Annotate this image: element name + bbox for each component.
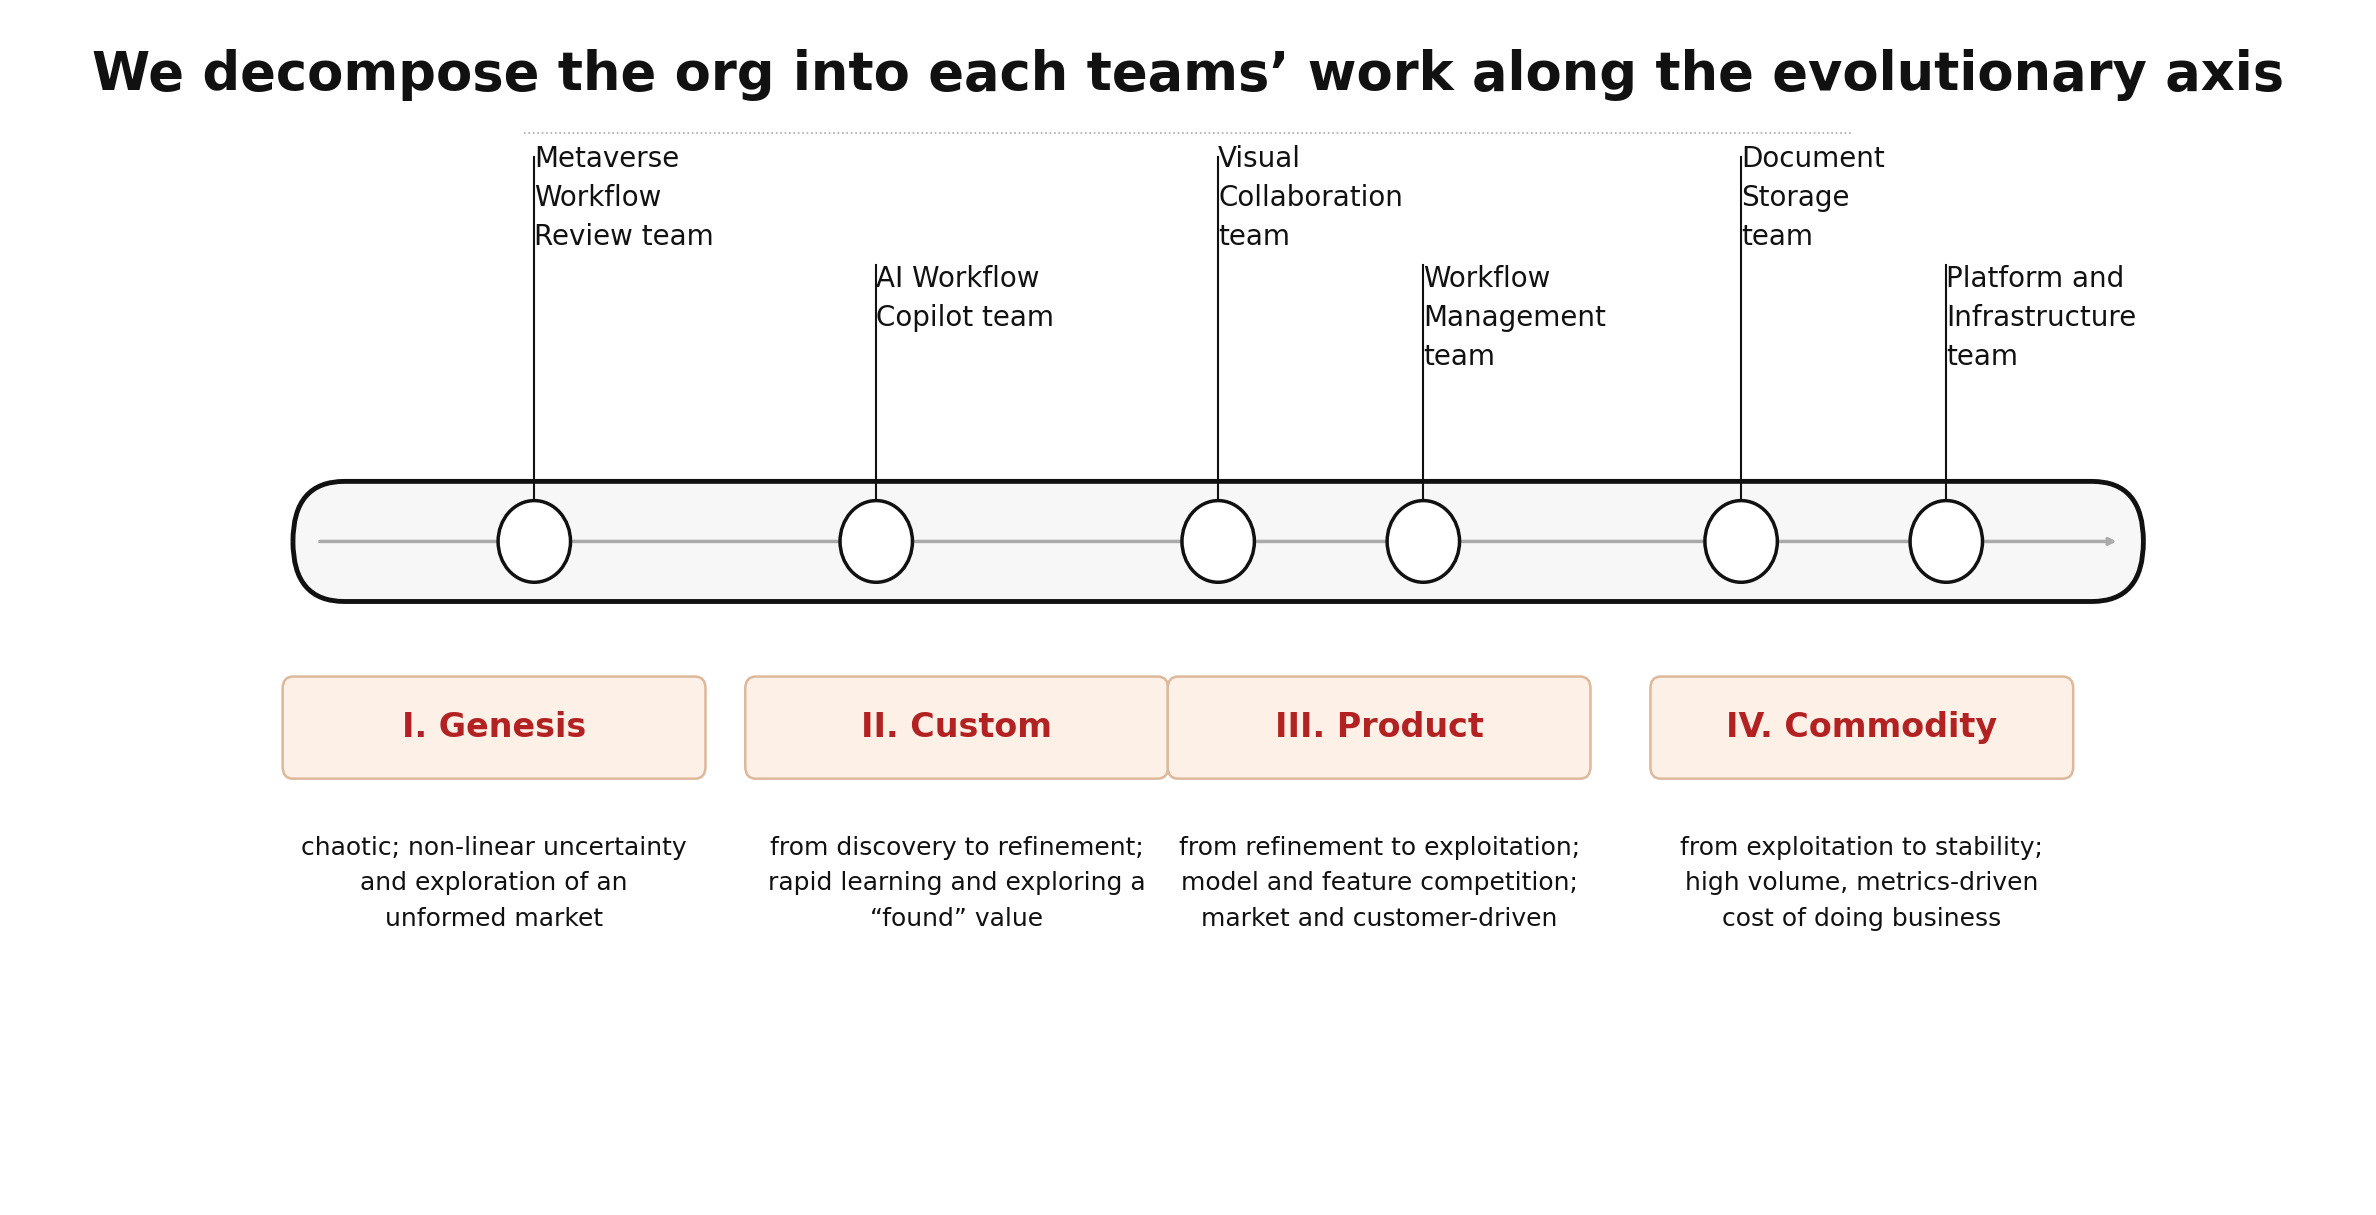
Text: Workflow
Management
team: Workflow Management team bbox=[1423, 265, 1606, 372]
Text: AI Workflow
Copilot team: AI Workflow Copilot team bbox=[877, 265, 1055, 332]
Ellipse shape bbox=[1910, 501, 1982, 582]
Ellipse shape bbox=[499, 501, 570, 582]
Ellipse shape bbox=[1181, 501, 1255, 582]
FancyBboxPatch shape bbox=[283, 677, 706, 779]
Ellipse shape bbox=[841, 501, 912, 582]
Text: Document
Storage
team: Document Storage team bbox=[1742, 145, 1884, 252]
Text: chaotic; non-linear uncertainty
and exploration of an
unformed market: chaotic; non-linear uncertainty and expl… bbox=[302, 836, 687, 931]
Text: IV. Commodity: IV. Commodity bbox=[1727, 711, 1998, 744]
Text: from refinement to exploitation;
model and feature competition;
market and custo: from refinement to exploitation; model a… bbox=[1178, 836, 1580, 931]
FancyBboxPatch shape bbox=[292, 481, 2143, 601]
FancyBboxPatch shape bbox=[746, 677, 1169, 779]
Text: from exploitation to stability;
high volume, metrics-driven
cost of doing busine: from exploitation to stability; high vol… bbox=[1680, 836, 2043, 931]
Text: Metaverse
Workflow
Review team: Metaverse Workflow Review team bbox=[535, 145, 715, 252]
Text: II. Custom: II. Custom bbox=[860, 711, 1053, 744]
Text: from discovery to refinement;
rapid learning and exploring a
“found” value: from discovery to refinement; rapid lear… bbox=[767, 836, 1145, 931]
Ellipse shape bbox=[1706, 501, 1777, 582]
FancyBboxPatch shape bbox=[1651, 677, 2074, 779]
Text: We decompose the org into each teams’ work along the evolutionary axis: We decompose the org into each teams’ wo… bbox=[93, 49, 2283, 101]
Ellipse shape bbox=[1388, 501, 1459, 582]
Text: Visual
Collaboration
team: Visual Collaboration team bbox=[1219, 145, 1404, 252]
FancyBboxPatch shape bbox=[1167, 677, 1590, 779]
Text: Platform and
Infrastructure
team: Platform and Infrastructure team bbox=[1946, 265, 2136, 372]
Text: III. Product: III. Product bbox=[1274, 711, 1483, 744]
Text: I. Genesis: I. Genesis bbox=[402, 711, 587, 744]
